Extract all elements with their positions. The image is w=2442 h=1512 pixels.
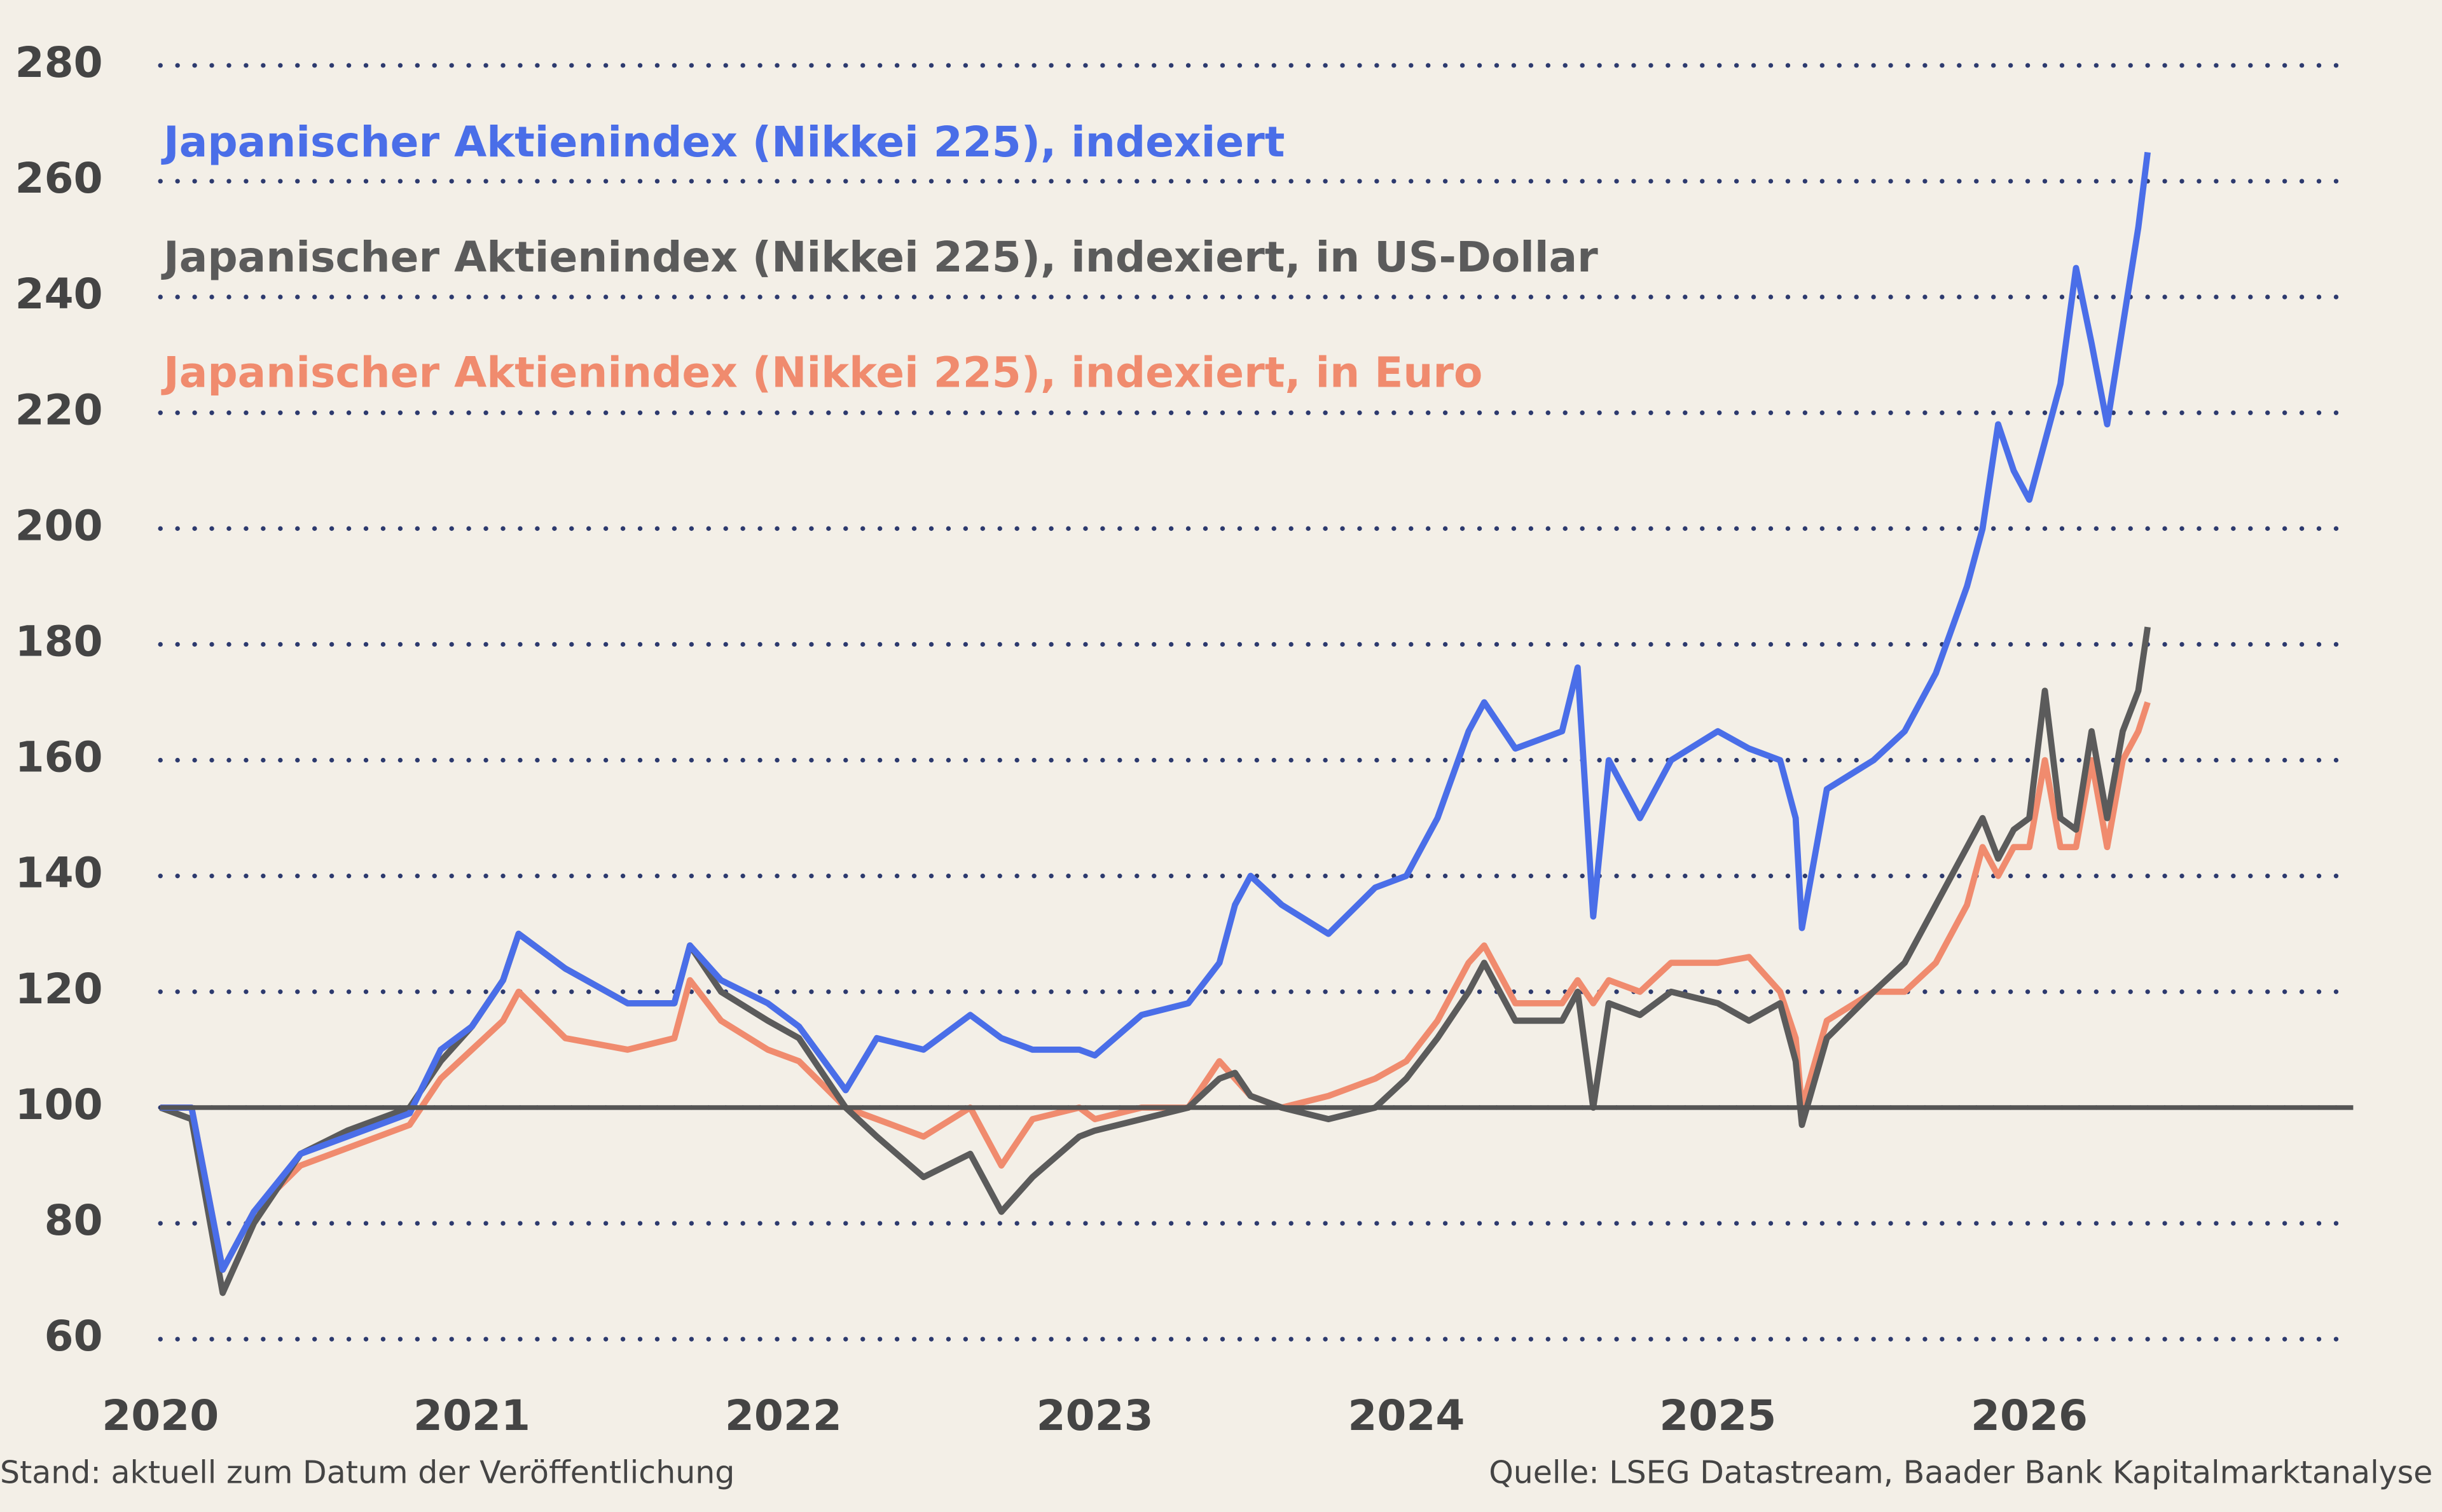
series-line: [160, 151, 2151, 1273]
y-tick-label: 180: [15, 617, 103, 666]
x-tick-label: 2020: [102, 1391, 219, 1440]
legend-entry: Japanischer Aktienindex (Nikkei 225), in…: [161, 118, 1285, 167]
y-tick-label: 260: [15, 154, 103, 203]
x-tick-label: 2022: [725, 1391, 842, 1440]
series-line: [160, 701, 2151, 1273]
x-tick-label: 2024: [1348, 1391, 1465, 1440]
x-tick-label: 2021: [413, 1391, 530, 1440]
source: Quelle: LSEG Datastream, Baader Bank Kap…: [1489, 1455, 2432, 1491]
y-tick-label: 280: [15, 38, 103, 87]
y-tick-label: 80: [45, 1196, 103, 1245]
lines: [159, 151, 2354, 1296]
x-tick-label: 2023: [1037, 1391, 1154, 1440]
y-tick-label: 160: [15, 733, 103, 782]
y-tick-label: 60: [45, 1312, 103, 1361]
y-tick-label: 100: [15, 1080, 103, 1129]
y-tick-label: 240: [15, 270, 103, 319]
x-tick-label: 2026: [1971, 1391, 2088, 1440]
legend-entry: Japanischer Aktienindex (Nikkei 225), in…: [161, 233, 1598, 282]
note: Stand: aktuell zum Datum der Veröffentli…: [0, 1455, 735, 1491]
y-tick-label: 140: [15, 849, 103, 898]
x-tick-label: 2025: [1659, 1391, 1776, 1440]
labels: 60 80 100 120 140 160 180 200 220 240 260 280 2020 20…: [15, 38, 2088, 1440]
legend-entry: Japanischer Aktienindex (Nikkei 225), in…: [161, 348, 1482, 397]
y-tick-label: 120: [15, 965, 103, 1014]
y-tick-label: 200: [15, 501, 103, 550]
y-tick-label: 220: [15, 385, 103, 434]
